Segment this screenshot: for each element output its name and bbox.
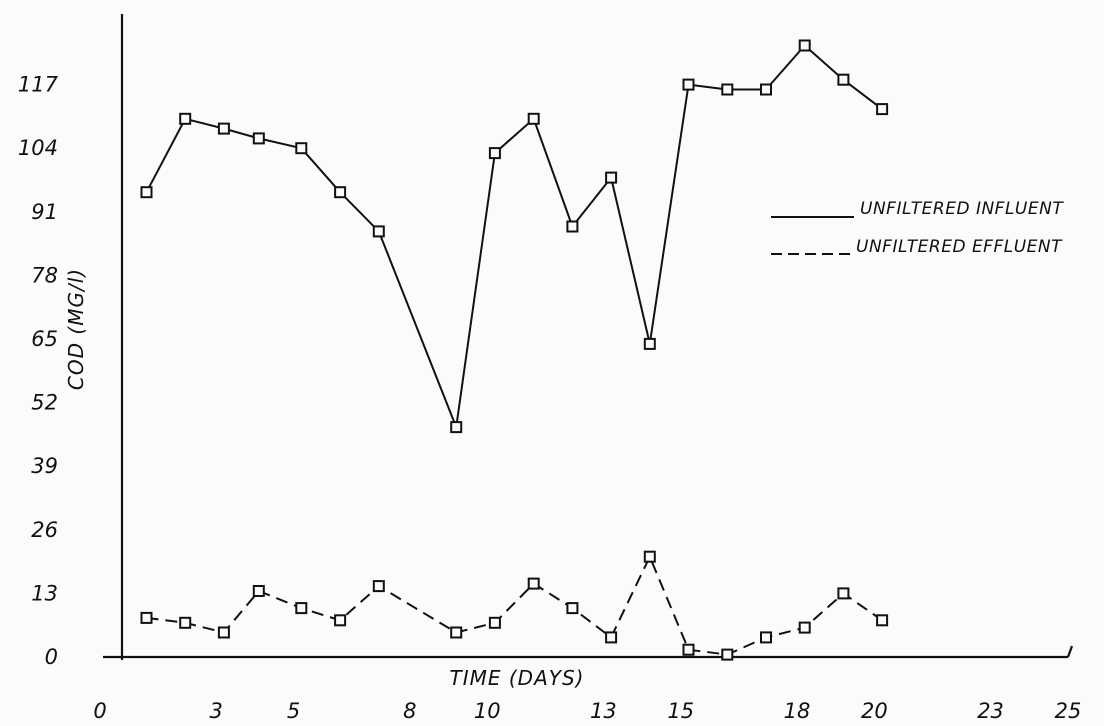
data-point bbox=[372, 580, 385, 593]
data-point bbox=[488, 616, 501, 629]
axes bbox=[103, 14, 1074, 660]
data-point bbox=[798, 621, 811, 634]
x-tick-label: 10 bbox=[474, 699, 501, 723]
data-point bbox=[334, 614, 347, 627]
data-point bbox=[721, 83, 734, 96]
data-point bbox=[295, 602, 308, 615]
x-tick-label: 25 bbox=[1055, 699, 1082, 723]
data-point bbox=[217, 626, 230, 639]
data-point bbox=[721, 648, 734, 661]
x-tick-label: 20 bbox=[861, 699, 888, 723]
data-point bbox=[140, 611, 153, 624]
data-point bbox=[179, 112, 192, 125]
data-point bbox=[876, 103, 889, 116]
x-tick-labels: 0 3 5 8 10 13 15 18 20 23 25 bbox=[93, 699, 1081, 723]
data-point bbox=[334, 186, 347, 199]
x-tick-label: 0 bbox=[93, 699, 106, 723]
data-point bbox=[217, 122, 230, 135]
x-tick-label: 5 bbox=[287, 699, 300, 723]
y-axis-title: COD (MG/l) bbox=[64, 268, 88, 390]
data-point bbox=[372, 225, 385, 238]
series-influent bbox=[140, 39, 889, 434]
data-point bbox=[252, 132, 265, 145]
y-tick-label: 0 bbox=[45, 645, 58, 669]
data-point bbox=[527, 577, 540, 590]
legend: UNFILTERED INFLUENT UNFILTERED EFFLUENT bbox=[771, 199, 1064, 257]
data-point bbox=[605, 631, 618, 644]
y-tick-label: 52 bbox=[31, 391, 58, 415]
data-point bbox=[140, 186, 153, 199]
data-point bbox=[837, 73, 850, 86]
data-point bbox=[566, 220, 579, 233]
data-point bbox=[179, 616, 192, 629]
data-point bbox=[643, 550, 656, 563]
legend-label-influent: UNFILTERED INFLUENT bbox=[860, 199, 1064, 219]
y-tick-label: 65 bbox=[31, 327, 58, 351]
data-point bbox=[252, 585, 265, 597]
data-point bbox=[450, 626, 463, 639]
x-tick-label: 15 bbox=[667, 699, 694, 723]
data-point bbox=[295, 142, 308, 155]
data-point bbox=[682, 78, 695, 91]
data-point bbox=[566, 602, 579, 615]
data-point bbox=[760, 83, 772, 96]
x-axis-end-mark bbox=[1066, 645, 1074, 658]
x-tick-label: 18 bbox=[784, 699, 811, 723]
legend-label-effluent: UNFILTERED EFFLUENT bbox=[856, 237, 1063, 257]
y-tick-label: 78 bbox=[31, 263, 58, 287]
data-point bbox=[876, 614, 889, 627]
series-layer bbox=[140, 39, 889, 661]
data-point bbox=[837, 587, 850, 600]
data-point bbox=[527, 112, 540, 125]
y-tick-label: 117 bbox=[18, 73, 59, 97]
x-tick-label: 3 bbox=[209, 699, 222, 723]
y-tick-label: 104 bbox=[18, 136, 58, 160]
series-line bbox=[145, 44, 883, 429]
data-point bbox=[682, 643, 695, 656]
data-point bbox=[760, 631, 772, 644]
data-point bbox=[798, 39, 811, 52]
data-point bbox=[643, 337, 656, 350]
y-tick-labels: 0 13 26 39 52 65 78 91 104 117 bbox=[18, 73, 59, 669]
y-tick-label: 13 bbox=[31, 581, 58, 605]
y-tick-label: 39 bbox=[31, 454, 58, 478]
x-tick-label: 23 bbox=[977, 699, 1004, 723]
x-tick-label: 13 bbox=[590, 699, 617, 723]
series-effluent bbox=[140, 550, 889, 661]
x-axis-title: TIME (DAYS) bbox=[450, 666, 585, 690]
x-tick-label: 8 bbox=[403, 699, 416, 723]
y-tick-label: 91 bbox=[31, 200, 58, 224]
y-tick-label: 26 bbox=[31, 518, 58, 542]
data-point bbox=[605, 171, 618, 184]
data-point bbox=[450, 421, 463, 434]
data-point bbox=[488, 147, 501, 160]
